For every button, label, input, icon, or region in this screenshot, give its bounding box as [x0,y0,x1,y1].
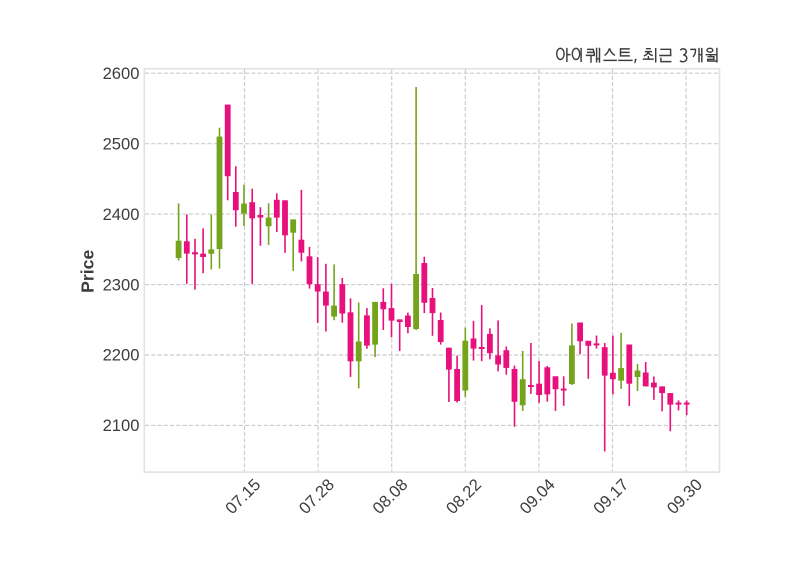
svg-text:2600: 2600 [103,64,140,83]
svg-text:2400: 2400 [103,205,140,224]
svg-text:2200: 2200 [103,346,140,365]
svg-text:2500: 2500 [103,134,140,153]
svg-text:Price: Price [78,250,98,293]
svg-text:2100: 2100 [103,416,140,435]
svg-text:2300: 2300 [103,275,140,294]
